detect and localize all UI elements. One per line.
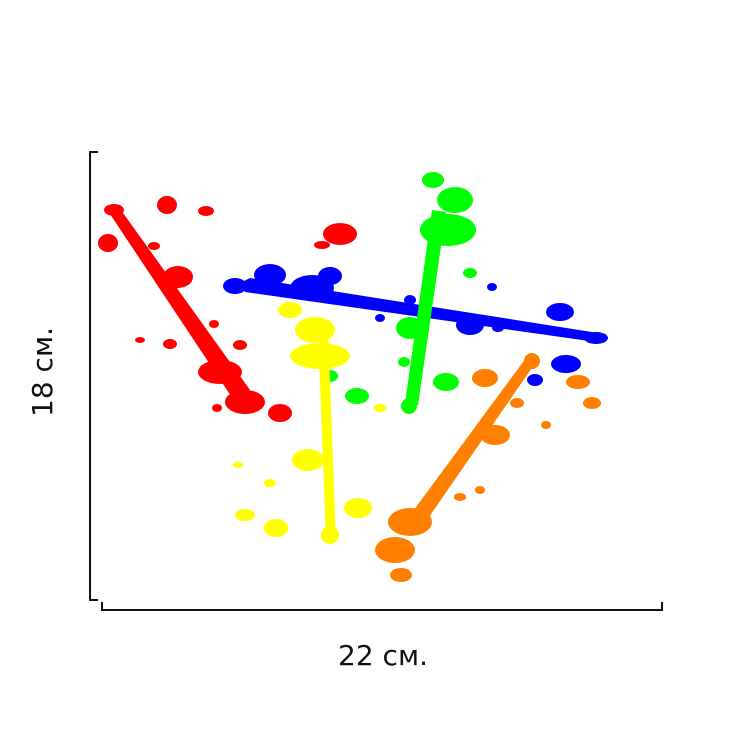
splat (420, 214, 476, 246)
splat (487, 283, 497, 291)
splat (475, 486, 485, 494)
splat (209, 320, 219, 328)
splat (401, 398, 417, 414)
splat (314, 241, 330, 249)
splat (254, 264, 286, 286)
splat (583, 397, 601, 409)
yellow-splatter (233, 302, 386, 544)
splat (524, 353, 540, 369)
splat (345, 388, 369, 404)
splat (278, 302, 302, 318)
splat (405, 210, 446, 405)
splat (98, 234, 118, 252)
splat (398, 357, 410, 367)
splat (233, 462, 243, 468)
splat (321, 526, 339, 544)
splat (268, 404, 292, 422)
width-line (101, 602, 663, 611)
splat (454, 493, 466, 501)
splat (198, 360, 242, 384)
splat (541, 421, 551, 429)
splat (235, 509, 255, 521)
splat (375, 314, 385, 322)
splat (456, 315, 484, 335)
orange-splatter (375, 353, 601, 582)
splat (375, 537, 415, 563)
splat (157, 196, 177, 214)
green-splatter (322, 172, 477, 414)
splat (388, 508, 432, 536)
splat (223, 278, 247, 294)
splat (135, 337, 145, 343)
splat (225, 390, 265, 414)
splat (527, 374, 543, 386)
splat (318, 267, 342, 285)
splat (148, 242, 160, 250)
splat (472, 369, 498, 387)
splat (323, 223, 357, 245)
splat (212, 404, 222, 412)
splat (264, 479, 276, 487)
splat (480, 425, 510, 445)
splat (295, 317, 335, 343)
splat (396, 317, 424, 339)
splat (374, 404, 386, 412)
splat (163, 339, 177, 349)
splat (405, 358, 536, 530)
splat (584, 332, 608, 344)
splat (106, 206, 250, 402)
splat (104, 204, 124, 216)
splat (344, 498, 372, 518)
splat (318, 330, 336, 540)
splat (492, 324, 504, 332)
height-line (89, 151, 98, 601)
splat (163, 266, 193, 288)
splat (422, 172, 444, 188)
dimension-lines (89, 151, 663, 611)
splat (404, 295, 416, 305)
height-label: 18 см. (26, 327, 59, 417)
splat (463, 268, 477, 278)
splat (437, 187, 473, 213)
splat (551, 355, 581, 373)
splat (233, 340, 247, 350)
splat (292, 449, 324, 471)
splat (264, 519, 288, 537)
red-splatter (98, 196, 357, 422)
width-label: 22 см. (338, 639, 428, 672)
splat (290, 343, 350, 369)
splat (390, 568, 412, 582)
splat (566, 375, 590, 389)
splat (433, 373, 459, 391)
splat (510, 398, 524, 408)
splat (198, 206, 214, 216)
splat (546, 303, 574, 321)
